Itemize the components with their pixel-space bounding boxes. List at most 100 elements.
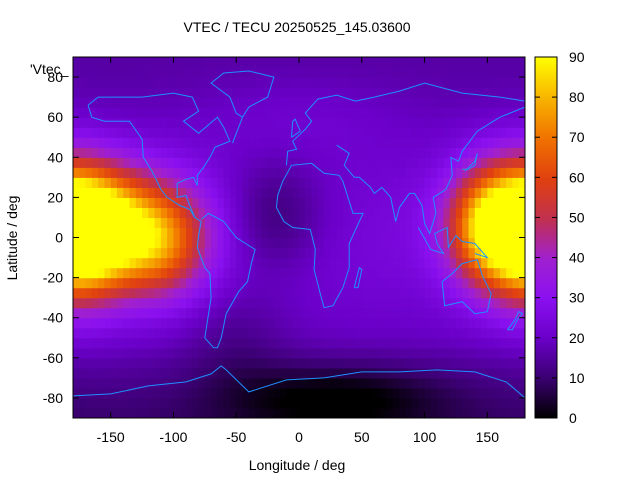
heat-cell — [248, 87, 256, 98]
heat-cell — [261, 357, 269, 369]
heat-cell — [98, 327, 105, 339]
heat-cell — [443, 397, 451, 409]
heat-cell — [487, 327, 495, 339]
heat-cell — [430, 207, 438, 219]
heat-cell — [236, 217, 244, 229]
heat-cell — [368, 167, 375, 178]
heat-cell — [305, 407, 313, 418]
heat-cell — [116, 327, 124, 339]
heat-cell — [91, 407, 99, 418]
heat-cell — [236, 137, 244, 148]
coastline — [87, 104, 196, 218]
heat-cell — [462, 287, 470, 299]
heat-cell — [186, 57, 193, 68]
heat-cell — [399, 357, 407, 369]
heat-cell — [135, 227, 143, 239]
heat-cell — [349, 327, 357, 339]
heat-cell — [85, 187, 93, 198]
heat-cell — [217, 267, 225, 279]
heat-cell — [443, 187, 451, 198]
heat-cell — [98, 287, 105, 299]
heat-cell — [204, 207, 212, 219]
heat-cell — [255, 87, 262, 98]
heat-cell — [430, 147, 438, 158]
heat-cell — [267, 227, 275, 239]
heat-cell — [336, 257, 344, 269]
heat-cell — [499, 347, 507, 359]
heat-cell — [487, 187, 495, 198]
heat-cell — [399, 377, 407, 389]
heat-cell — [98, 367, 105, 379]
heat-cell — [273, 367, 281, 379]
heat-cell — [242, 337, 250, 349]
heat-cell — [217, 107, 225, 118]
heat-cell — [336, 197, 344, 209]
heat-cell — [123, 397, 131, 409]
heat-cell — [386, 187, 394, 198]
heat-cell — [255, 197, 262, 209]
heat-cell — [355, 307, 363, 319]
heat-cell — [123, 357, 131, 369]
heat-cell — [355, 237, 363, 249]
heat-cell — [393, 57, 401, 68]
heat-cell — [79, 177, 87, 188]
heat-cell — [248, 187, 256, 198]
heat-cell — [91, 127, 99, 138]
heat-cell — [299, 57, 306, 68]
heat-cell — [506, 167, 514, 178]
heat-cell — [405, 137, 413, 148]
heat-cell — [242, 57, 250, 68]
heat-cell — [280, 107, 288, 118]
heat-cell — [192, 337, 200, 349]
heat-cell — [255, 117, 262, 128]
heat-cell — [192, 137, 200, 148]
heat-cell — [449, 307, 457, 319]
heat-cell — [386, 207, 394, 219]
heat-cell — [324, 77, 331, 88]
heat-cell — [299, 167, 306, 178]
heat-cell — [487, 337, 495, 349]
heat-cell — [437, 57, 444, 68]
heat-cell — [481, 347, 488, 359]
heat-cell — [412, 337, 419, 349]
x-axis-ticks: -150 -100 -50 0 50 100 150 — [97, 57, 499, 445]
heat-cell — [116, 117, 124, 128]
heat-cell — [468, 357, 476, 369]
heat-cell — [430, 167, 438, 178]
heat-cell — [474, 337, 482, 349]
heat-cell — [273, 177, 281, 188]
heat-cell — [399, 97, 407, 108]
heat-cell — [349, 167, 357, 178]
heat-cell — [85, 157, 93, 168]
heat-cell — [305, 87, 313, 98]
heat-cell — [85, 247, 93, 259]
heat-cell — [305, 327, 313, 339]
heat-cell — [110, 407, 118, 418]
heat-cell — [91, 297, 99, 309]
heat-cell — [342, 337, 350, 349]
heat-cell — [261, 297, 269, 309]
heat-cell — [299, 107, 306, 118]
heat-cell — [493, 347, 501, 359]
heat-cell — [91, 147, 99, 158]
heat-cell — [186, 127, 193, 138]
heat-cell — [405, 117, 413, 128]
heat-cell — [474, 217, 482, 229]
heat-cell — [355, 387, 363, 399]
heat-cell — [135, 187, 143, 198]
heat-cell — [242, 347, 250, 359]
heat-cell — [506, 367, 514, 379]
heat-cell — [393, 287, 401, 299]
heat-cell — [85, 367, 93, 379]
heat-cell — [173, 237, 181, 249]
heat-cell — [104, 287, 112, 299]
heat-cell — [418, 67, 426, 78]
heat-cell — [91, 117, 99, 128]
heat-cell — [286, 287, 294, 299]
heat-cell — [79, 127, 87, 138]
heat-cell — [292, 347, 300, 359]
heat-cell — [273, 97, 281, 108]
heat-cell — [129, 177, 137, 188]
heat-cell — [342, 367, 350, 379]
